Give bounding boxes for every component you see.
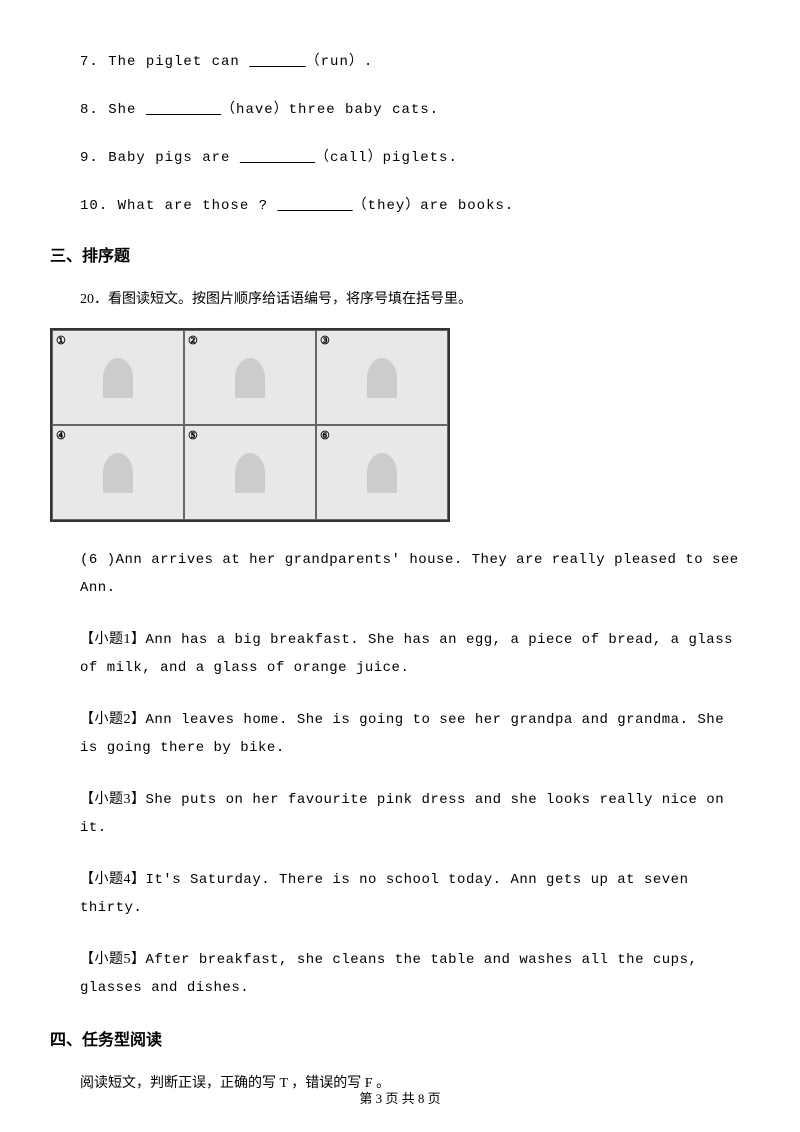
question-9: 9. Baby pigs are （call）piglets.	[80, 146, 750, 166]
q10-blank	[277, 198, 352, 214]
section-3-heading: 三、排序题	[50, 242, 750, 266]
image-cell-1: ①	[52, 330, 184, 425]
sub-label-5: 【小题5】	[80, 952, 146, 967]
q8-blank	[146, 102, 221, 118]
illustration-grid: ① ② ③ ④ ⑤ ⑥	[50, 328, 450, 522]
q8-post: （have）three baby cats.	[221, 102, 439, 118]
question-7: 7. The piglet can （run）.	[80, 50, 750, 70]
sub-question-4: 【小题4】It's Saturday. There is no school t…	[80, 866, 750, 922]
image-cell-6: ⑥	[316, 425, 448, 520]
sub-question-5: 【小题5】After breakfast, she cleans the tab…	[80, 946, 750, 1002]
question-10: 10. What are those ? （they）are books.	[80, 194, 750, 214]
q9-num: 9	[80, 150, 89, 166]
q10-num: 10	[80, 198, 99, 214]
sub-text-4: It's Saturday. There is no school today.…	[80, 872, 688, 916]
q7-post: （run）.	[306, 54, 374, 70]
q9-blank	[240, 150, 315, 166]
section-3-instruction: 20．看图读短文。按图片顺序给话语编号，将序号填在括号里。	[80, 288, 750, 308]
q7-pre: . The piglet can	[89, 54, 249, 70]
question-8: 8. She （have）three baby cats.	[80, 98, 750, 118]
q10-post: （they）are books.	[353, 198, 515, 214]
sub-label-1: 【小题1】	[80, 632, 146, 647]
preline: (6 )Ann arrives at her grandparents' hou…	[80, 546, 750, 602]
sub-question-1: 【小题1】Ann has a big breakfast. She has an…	[80, 626, 750, 682]
sub-text-3: She puts on her favourite pink dress and…	[80, 792, 724, 836]
image-cell-3: ③	[316, 330, 448, 425]
sub-text-2: Ann leaves home. She is going to see her…	[80, 712, 724, 756]
sub-text-1: Ann has a big breakfast. She has an egg,…	[80, 632, 733, 676]
q9-pre: . Baby pigs are	[89, 150, 239, 166]
sub-text-5: After breakfast, she cleans the table an…	[80, 952, 697, 996]
sub-label-4: 【小题4】	[80, 872, 146, 887]
sub-question-2: 【小题2】Ann leaves home. She is going to se…	[80, 706, 750, 762]
sub-question-3: 【小题3】She puts on her favourite pink dres…	[80, 786, 750, 842]
q9-post: （call）piglets.	[315, 150, 458, 166]
q10-pre: . What are those ?	[99, 198, 278, 214]
q8-pre: . She	[89, 102, 145, 118]
image-cell-2: ②	[184, 330, 316, 425]
sub-label-2: 【小题2】	[80, 712, 146, 727]
section-4-heading: 四、任务型阅读	[50, 1026, 750, 1050]
image-cell-5: ⑤	[184, 425, 316, 520]
sub-label-3: 【小题3】	[80, 792, 146, 807]
q7-blank	[249, 54, 305, 70]
image-cell-4: ④	[52, 425, 184, 520]
q8-num: 8	[80, 102, 89, 118]
page-footer: 第 3 页 共 8 页	[0, 1088, 800, 1107]
q7-num: 7	[80, 54, 89, 70]
